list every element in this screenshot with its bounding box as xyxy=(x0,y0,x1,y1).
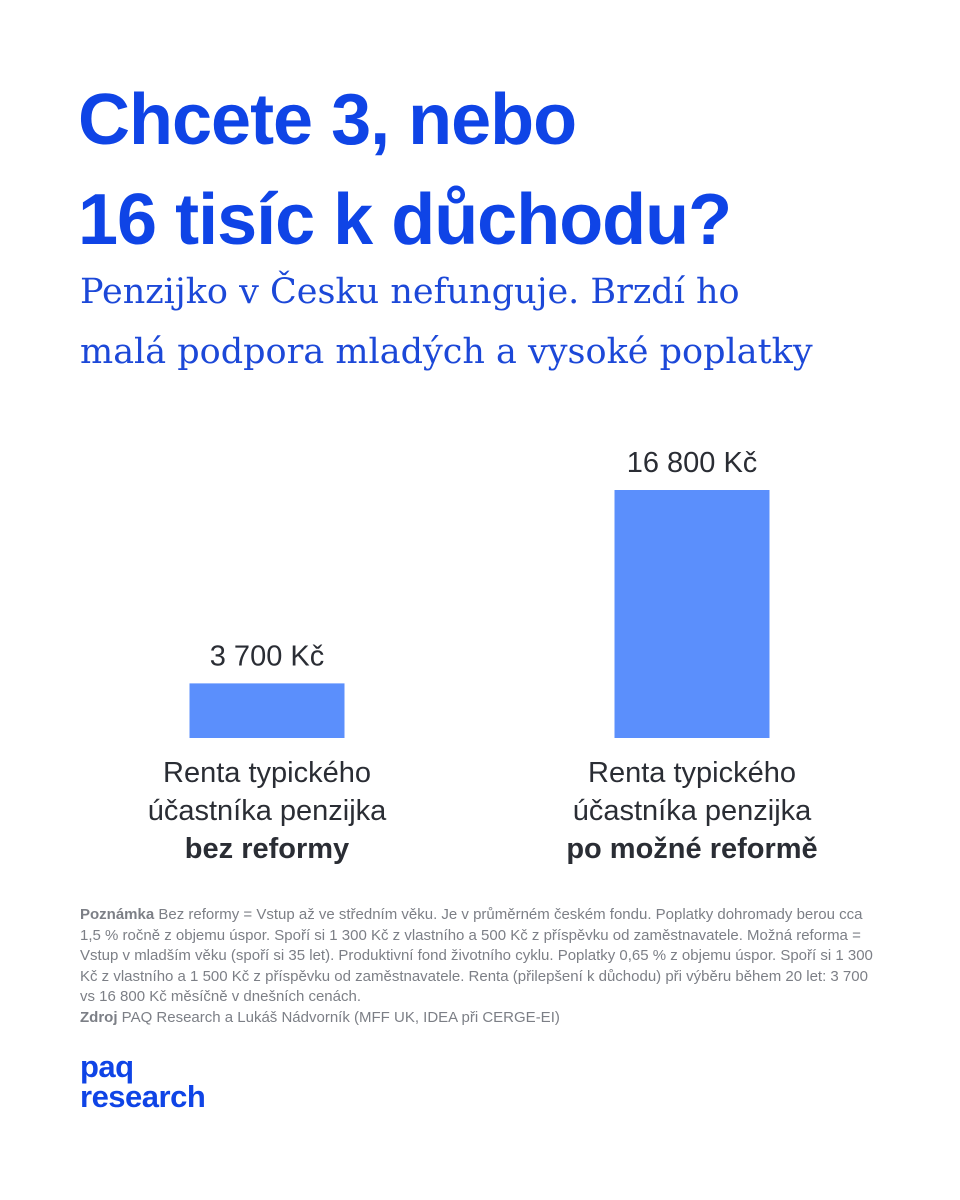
value-label: 3 700 Kč xyxy=(210,640,324,672)
category-text: Renta typického účastníka penzijka xyxy=(147,757,387,827)
subtitle: Penzijko v Česku nefunguje. Brzdí ho mal… xyxy=(80,262,813,382)
category-label: Renta typického účastníka penzijka po mož… xyxy=(542,754,842,868)
category-text: Renta typického účastníka penzijka xyxy=(572,757,812,827)
title-line: 16 tisíc k důchodu? xyxy=(78,180,732,260)
source-label: Zdroj xyxy=(80,1008,118,1026)
value-label: 16 800 Kč xyxy=(627,447,758,479)
subtitle-line: Penzijko v Česku nefunguje. Brzdí ho xyxy=(80,272,740,312)
category-label: Renta typického účastníka penzijka bez re… xyxy=(117,754,417,868)
note-label: Poznámka xyxy=(80,906,155,923)
logo-line: paq xyxy=(80,1049,134,1084)
source-text: PAQ Research a Lukáš Nádvorník (MFF UK, … xyxy=(121,1008,560,1026)
bar xyxy=(614,490,770,738)
note-text: Bez reformy = Vstup až ve středním věku.… xyxy=(80,906,873,1005)
logo: paq research xyxy=(80,1049,206,1114)
bar xyxy=(189,683,345,738)
title: Chcete 3, nebo 16 tisíc k důchodu? xyxy=(78,70,732,270)
title-line: Chcete 3, nebo xyxy=(78,80,577,160)
category-emphasis: bez reformy xyxy=(184,833,350,865)
category-emphasis: po možné reformě xyxy=(566,833,818,865)
note: Poznámka Bez reformy = Vstup až ve střed… xyxy=(80,905,880,1028)
logo-line: research xyxy=(80,1079,206,1114)
subtitle-line: malá podpora mladých a vysoké poplatky xyxy=(80,332,813,372)
